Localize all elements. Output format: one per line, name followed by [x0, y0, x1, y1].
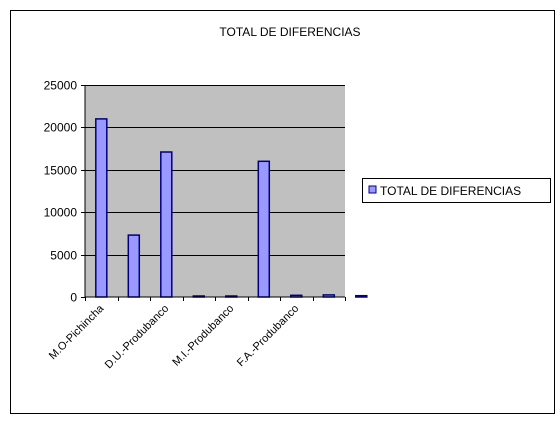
plot-area — [85, 85, 345, 297]
y-tick-label: 15000 — [44, 164, 78, 178]
y-tick-label: 0 — [70, 291, 77, 305]
legend-label: TOTAL DE DIFERENCIAS — [380, 184, 521, 198]
bar — [95, 118, 108, 298]
bar — [127, 234, 141, 298]
legend-box — [362, 178, 551, 203]
y-tick-label: 20000 — [44, 121, 78, 135]
chart-frame — [10, 10, 555, 414]
y-tick-label: 10000 — [44, 206, 78, 220]
y-tick-label: 25000 — [44, 79, 78, 93]
chart-title: TOTAL DE DIFERENCIAS — [219, 25, 360, 39]
bar — [257, 160, 271, 298]
legend: TOTAL DE DIFERENCIAS — [362, 178, 551, 203]
bar — [160, 151, 173, 298]
bar — [355, 294, 368, 298]
legend-swatch — [368, 185, 377, 194]
y-axis-ticks: 0 5000 10000 15000 20000 25000 — [44, 79, 85, 305]
y-tick-label: 5000 — [50, 249, 77, 263]
